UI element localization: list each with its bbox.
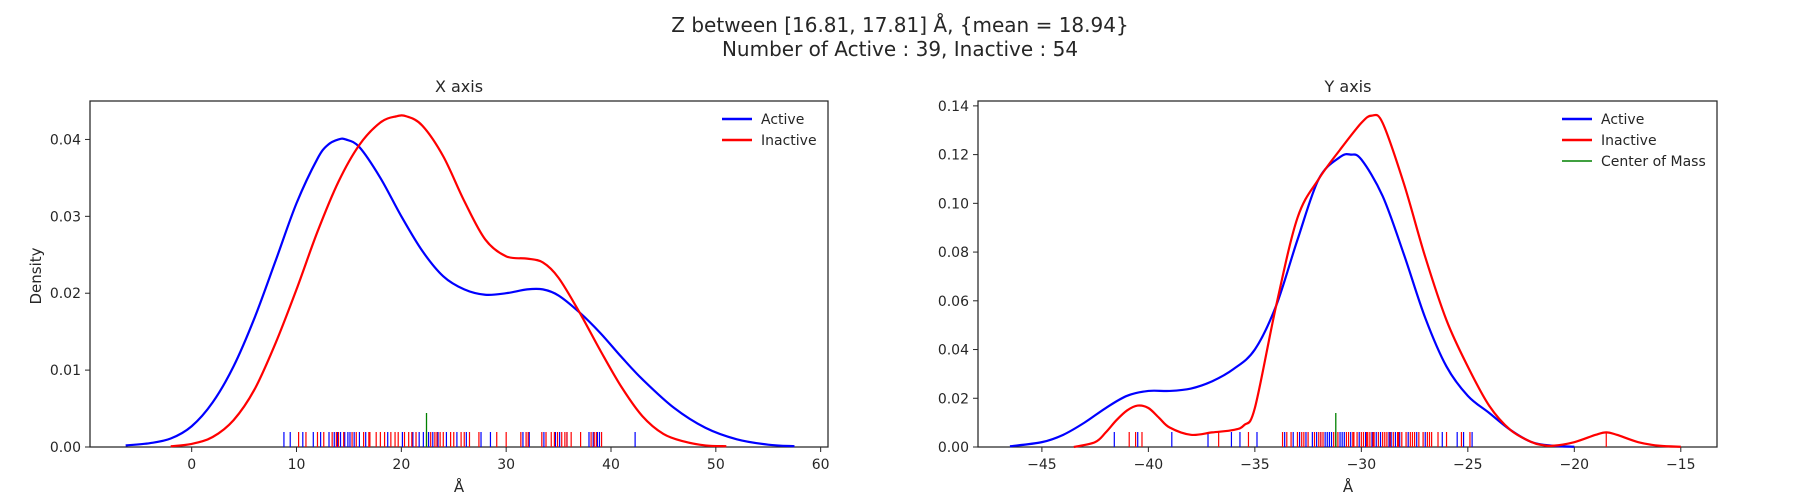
plot-area: 0 10 20 30 40 50 60 0.00 0.01 0.02 0.03 0.04 (50, 100, 830, 473)
density-curve-inactive (170, 114, 727, 448)
x-tick-label: −20 (1560, 457, 1590, 473)
legend-label-inactive: Inactive (1601, 133, 1657, 149)
axes-frame (89, 100, 829, 448)
x-tick-label: 10 (288, 457, 306, 473)
x-tick-label: −40 (1134, 457, 1164, 473)
y-tick-label: 0.06 (938, 294, 969, 310)
y-tick-label: 0.08 (938, 245, 969, 261)
legend-label-active: Active (761, 112, 804, 128)
y-tick-label: 0.01 (50, 363, 81, 379)
y-tick-label: 0.04 (938, 343, 969, 359)
y-axis-label: Density (27, 247, 45, 304)
legend-label-center-of-mass: Center of Mass (1601, 154, 1706, 170)
density-curve-inactive (1073, 113, 1681, 449)
legend: Active Inactive (722, 112, 817, 149)
y-tick-label: 0.10 (938, 196, 969, 212)
y-tick-label: 0.12 (938, 148, 969, 164)
x-tick-label: −15 (1666, 457, 1696, 473)
y-tick-label: 0.03 (50, 209, 81, 225)
x-tick-label: −45 (1027, 457, 1057, 473)
y-tick-label: 0.04 (50, 132, 81, 148)
y-tick-label: 0.14 (938, 99, 969, 115)
y-axis-density-panel: Y axis Å −45 −40 −35 −30 −25 −20 −15 0.00 0.02 0.… (938, 77, 1718, 496)
y-tick-label: 0.02 (50, 286, 81, 302)
figure-title-line-1: Z between [16.81, 17.81] Å, {mean = 18.9… (671, 13, 1128, 37)
density-curve-active (125, 137, 795, 448)
y-tick-label: 0.00 (50, 440, 81, 456)
panel-title: X axis (435, 77, 483, 96)
y-tick-label: 0.00 (938, 440, 969, 456)
legend: Active Inactive Center of Mass (1562, 112, 1706, 170)
x-tick-label: 30 (497, 457, 515, 473)
x-tick-label: 40 (602, 457, 620, 473)
x-tick-label: −25 (1453, 457, 1483, 473)
figure-title-line-2: Number of Active : 39, Inactive : 54 (722, 37, 1078, 61)
x-tick-label: 60 (812, 457, 830, 473)
x-tick-label: 20 (392, 457, 410, 473)
x-tick-label: 0 (187, 457, 196, 473)
x-tick-label: −35 (1240, 457, 1270, 473)
panel-title: Y axis (1324, 77, 1372, 96)
y-tick-label: 0.02 (938, 391, 969, 407)
x-axis-label: Å (1343, 477, 1354, 496)
plot-area: −45 −40 −35 −30 −25 −20 −15 0.00 0.02 0.04 0.06 0.0… (938, 99, 1718, 473)
x-tick-label: 50 (707, 457, 725, 473)
x-axis-label: Å (454, 477, 465, 496)
legend-label-active: Active (1601, 112, 1644, 128)
axes-frame (977, 100, 1718, 448)
density-curve-active (1009, 153, 1575, 448)
legend-label-inactive: Inactive (761, 133, 817, 149)
x-axis-density-panel: X axis Å Density 0 10 20 30 40 50 60 0.00 0.01 0.… (27, 77, 830, 496)
x-tick-label: −30 (1347, 457, 1377, 473)
